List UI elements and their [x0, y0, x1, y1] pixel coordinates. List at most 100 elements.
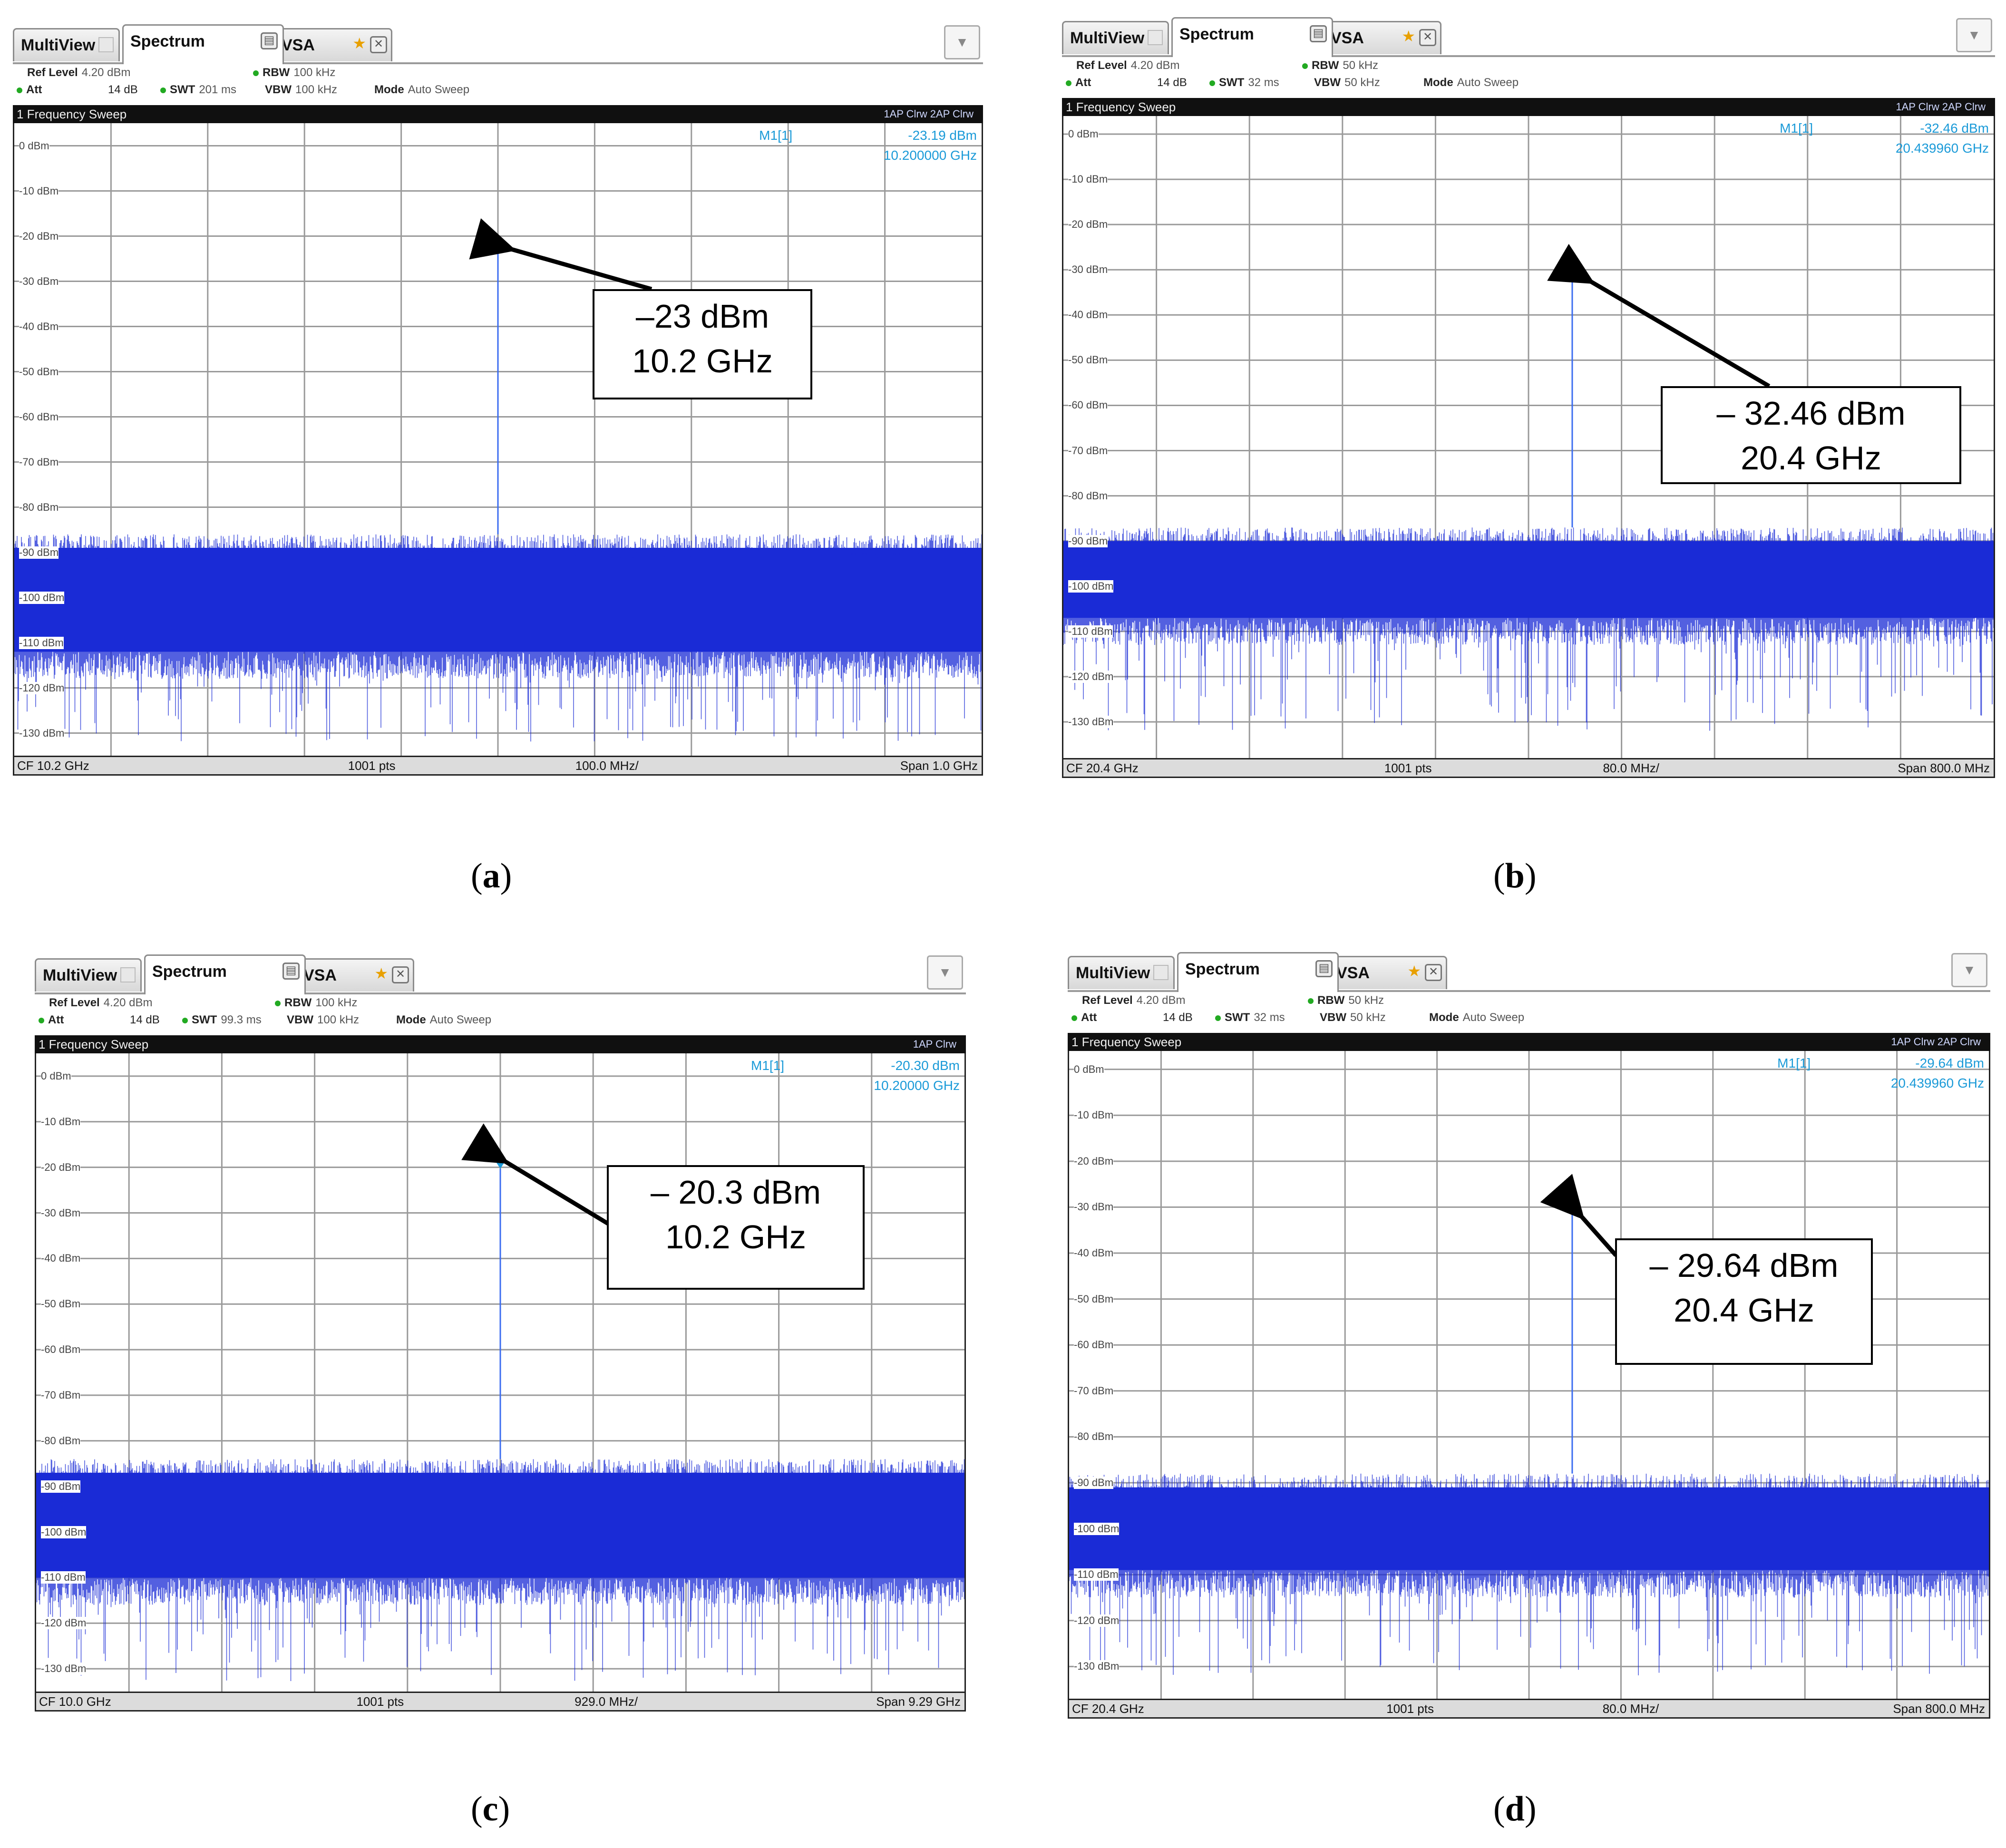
y-tick-label: 0 dBm	[1074, 1063, 1104, 1076]
att-setting: Att	[1071, 1011, 1097, 1024]
y-tick-label: -10 dBm	[41, 1115, 81, 1128]
tab-vsa[interactable]: VSA ★ ✕	[295, 958, 414, 992]
marker-frequency-readout: 10.200000 GHz	[883, 148, 977, 163]
caption-b: (b)	[1493, 856, 1537, 895]
chevron-down-icon[interactable]: ▼	[944, 25, 980, 59]
tab-label: MultiView	[43, 966, 117, 984]
y-tick-label: -40 dBm	[1074, 1247, 1114, 1260]
tab-spectrum[interactable]: Spectrum ▤	[122, 24, 284, 64]
ref-level-setting: Ref Level 4.20 dBm	[49, 996, 153, 1009]
tab-vsa[interactable]: VSA ★ ✕	[1328, 956, 1447, 989]
spectrum-plot[interactable]: 0 dBm -10 dBm -20 dBm -30 dBm -40 dBm -50 dBm…	[35, 1053, 966, 1692]
y-tick-label: -90 dBm	[41, 1480, 81, 1493]
marker-frequency-readout: 20.439960 GHz	[1890, 1076, 1984, 1090]
mode-setting: Mode Auto Sweep	[374, 83, 470, 96]
y-tick-label: -70 dBm	[1068, 444, 1108, 457]
tab-spectrum[interactable]: Spectrum ▤	[1177, 952, 1339, 992]
mode-setting: Mode Auto Sweep	[396, 1013, 492, 1026]
tab-spectrum[interactable]: Spectrum ▤	[1171, 17, 1333, 57]
star-icon: ★	[352, 35, 366, 52]
vbw-setting: VBW 50 kHz	[1320, 1011, 1386, 1024]
spectrum-plot[interactable]: 0 dBm -10 dBm -20 dBm -30 dBm -40 dBm -50 dBm…	[1068, 1051, 1990, 1699]
tab-multiview[interactable]: MultiView	[1062, 21, 1169, 54]
y-tick-label: 0 dBm	[1068, 128, 1099, 141]
chevron-down-icon[interactable]: ▼	[927, 955, 963, 990]
tab-bar: MultiView VSA ★ ✕ Spectrum ▤ ▼	[1068, 952, 1990, 992]
frequency-axis-bar: CF 10.2 GHz 1001 pts 100.0 MHz/ Span 1.0…	[13, 756, 983, 776]
marker-m1	[1568, 274, 1577, 281]
y-tick-label: -30 dBm	[41, 1206, 81, 1219]
per-division: 80.0 MHz/	[1603, 761, 1659, 775]
trace-info: 1AP Clrw 2AP Clrw	[1896, 101, 1986, 113]
att-value: 14 dB	[130, 1013, 160, 1026]
tab-label: VSA	[1331, 29, 1364, 47]
y-tick-label: 0 dBm	[19, 139, 49, 152]
y-tick-label: -20 dBm	[1068, 218, 1108, 231]
y-tick-label: -50 dBm	[19, 365, 59, 378]
y-tick-label: -90 dBm	[1068, 535, 1108, 547]
caption-c: (c)	[471, 1790, 510, 1829]
y-tick-label: -40 dBm	[1068, 309, 1108, 321]
annotation-frequency: 20.4 GHz	[1741, 439, 1881, 477]
y-tick-label: -80 dBm	[1068, 489, 1108, 502]
sweep-title: 1 Frequency Sweep	[39, 1037, 149, 1051]
tab-vsa[interactable]: VSA ★ ✕	[273, 28, 392, 61]
y-tick-label: -120 dBm	[41, 1617, 87, 1630]
noise-floor-trace	[14, 534, 982, 742]
rbw-setting: RBW 50 kHz	[1308, 994, 1384, 1007]
caption-a: (a)	[471, 856, 512, 895]
att-value: 14 dB	[1157, 76, 1187, 89]
center-frequency: CF 10.2 GHz	[17, 759, 89, 773]
att-setting: Att	[39, 1013, 64, 1027]
tab-multiview[interactable]: MultiView	[13, 28, 120, 61]
y-tick-label: -20 dBm	[19, 230, 59, 243]
spectrum-trace-svg	[1069, 1051, 1989, 1699]
chevron-down-icon[interactable]: ▼	[1951, 953, 1987, 987]
annotation-box-c: – 20.3 dBm 10.2 GHz	[607, 1165, 865, 1290]
close-icon[interactable]: ✕	[1419, 29, 1436, 46]
span: Span 9.29 GHz	[876, 1694, 961, 1709]
mode-setting: Mode Auto Sweep	[1429, 1011, 1525, 1024]
measurement-settings: Ref Level 4.20 dBm Att 14 dB SWT 32 ms RBW…	[1062, 57, 1995, 109]
measurement-settings: Ref Level 4.20 dBm Att 14 dB SWT 201 ms RB…	[13, 64, 983, 117]
tab-label: Spectrum	[130, 32, 205, 50]
close-icon[interactable]: ✕	[1425, 964, 1442, 981]
att-setting: Att	[17, 83, 42, 97]
y-tick-label: -110 dBm	[41, 1571, 86, 1584]
points-count: 1001 pts	[348, 759, 396, 773]
close-icon[interactable]: ▤	[1310, 25, 1327, 42]
trace-info: 1AP Clrw	[913, 1038, 956, 1050]
sweep-title-bar: 1 Frequency Sweep 1AP Clrw 2AP Clrw	[13, 105, 983, 123]
sweep-title-bar: 1 Frequency Sweep 1AP Clrw 2AP Clrw	[1068, 1033, 1990, 1051]
close-icon[interactable]: ▤	[261, 32, 278, 49]
tab-vsa[interactable]: VSA ★ ✕	[1323, 21, 1441, 54]
grid-icon	[98, 37, 114, 52]
y-tick-label: -30 dBm	[1074, 1201, 1114, 1214]
y-tick-label: -90 dBm	[1074, 1477, 1114, 1489]
swt-setting: SWT 32 ms	[1215, 1011, 1285, 1024]
close-icon[interactable]: ▤	[1315, 960, 1333, 977]
spectrum-window-c: MultiView VSA ★ ✕ Spectrum ▤ ▼ Ref Level…	[35, 954, 966, 1712]
tab-label: Spectrum	[1185, 960, 1260, 978]
sweep-title: 1 Frequency Sweep	[1066, 100, 1176, 114]
y-tick-label: -40 dBm	[19, 320, 59, 333]
close-icon[interactable]: ✕	[392, 966, 409, 983]
per-division: 100.0 MHz/	[575, 759, 639, 773]
tab-multiview[interactable]: MultiView	[35, 958, 142, 992]
sweep-title-bar: 1 Frequency Sweep 1AP Clrw	[35, 1035, 966, 1053]
annotation-frequency: 10.2 GHz	[665, 1218, 806, 1255]
points-count: 1001 pts	[1386, 1702, 1434, 1716]
close-icon[interactable]: ▤	[282, 963, 300, 980]
y-tick-label: -60 dBm	[19, 410, 59, 423]
y-tick-label: -70 dBm	[41, 1389, 81, 1401]
chevron-down-icon[interactable]: ▼	[1956, 18, 1992, 52]
y-tick-label: -100 dBm	[41, 1526, 87, 1538]
tab-multiview[interactable]: MultiView	[1068, 956, 1175, 989]
ref-level-setting: Ref Level 4.20 dBm	[1076, 59, 1180, 72]
y-tick-label: -90 dBm	[19, 546, 59, 559]
tab-spectrum[interactable]: Spectrum ▤	[144, 954, 306, 994]
marker-m1	[1568, 1198, 1577, 1206]
spectrum-plot[interactable]: 0 dBm -10 dBm -20 dBm -30 dBm -40 dBm -50 dBm…	[13, 123, 983, 756]
span: Span 1.0 GHz	[900, 759, 978, 773]
close-icon[interactable]: ✕	[370, 36, 387, 53]
